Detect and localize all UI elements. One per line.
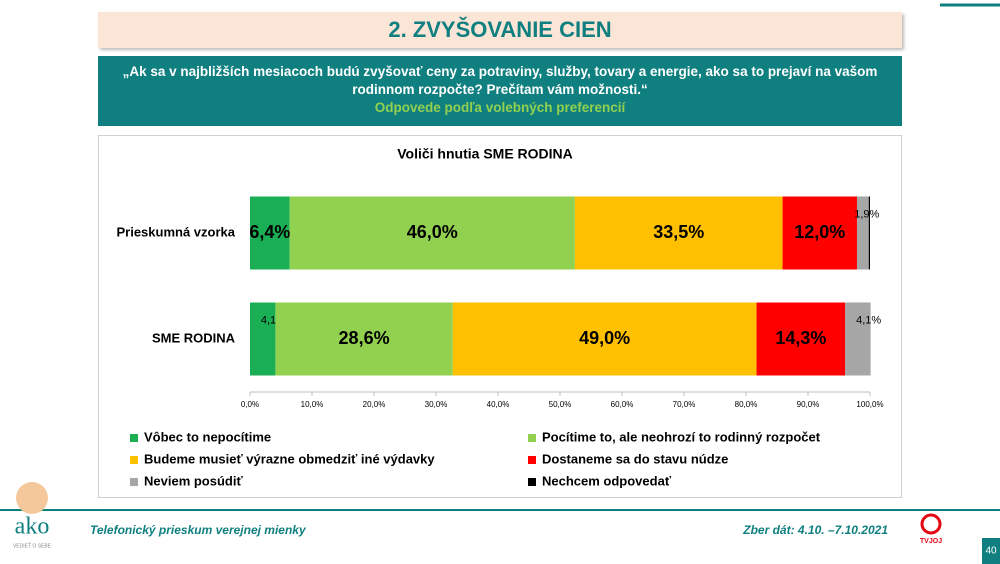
x-tick-label: 50,0% — [549, 400, 572, 409]
page-box — [982, 538, 1000, 564]
legend-swatch — [528, 434, 536, 442]
legend-label: Nechcem odpovedať — [542, 473, 672, 488]
x-tick-label: 10,0% — [301, 400, 324, 409]
bar-segment — [574, 196, 783, 270]
value-label: 1,9% — [854, 208, 879, 220]
bar-segment — [250, 196, 290, 270]
legend-swatch — [130, 434, 138, 442]
legend-label: Pocítime to, ale neohrozí to rodinný roz… — [542, 429, 821, 444]
bar-segment — [782, 196, 857, 270]
bar-segment — [756, 302, 846, 376]
logo-head — [16, 482, 48, 514]
x-tick-label: 60,0% — [611, 400, 634, 409]
question: „Ak sa v najbližších mesiacoch budú zvyš… — [122, 64, 878, 97]
bar-segment — [275, 302, 453, 376]
logo-tagline: VEDIEŤ O SEBE — [13, 541, 52, 549]
y-tick-label: Prieskumná vzorka — [116, 224, 235, 239]
bar-segment — [868, 196, 870, 270]
x-tick-label: 20,0% — [363, 400, 386, 409]
x-tick-label: 70,0% — [673, 400, 696, 409]
legend-swatch — [130, 478, 138, 486]
footer-left: Telefonický prieskum verejnej mienky — [90, 523, 307, 537]
chart-title: Voliči hnutia SME RODINA — [397, 146, 573, 162]
footer-right: Zber dát: 4.10. –7.10.2021 — [742, 523, 888, 537]
legend-label: Neviem posúdiť — [144, 473, 243, 488]
tv-logo: TVJOJ — [920, 538, 942, 545]
logo: ako — [15, 514, 50, 540]
value-label: 4,1% — [856, 314, 881, 326]
value-label: 28,6% — [339, 328, 390, 348]
x-tick-label: 40,0% — [487, 400, 510, 409]
value-label: 46,0% — [407, 222, 458, 242]
x-tick-label: 30,0% — [425, 400, 448, 409]
value-label: 14,3% — [775, 328, 826, 348]
question-box: „Ak sa v najbližších mesiacoch budú zvyš… — [98, 56, 902, 126]
tv-logo-mark — [920, 513, 942, 535]
x-tick-label: 0,0% — [241, 400, 259, 409]
x-tick-label: 90,0% — [797, 400, 820, 409]
page-number: 40 — [985, 546, 997, 557]
legend-swatch — [528, 478, 536, 486]
bar-segment — [845, 302, 871, 376]
value-label: 6,4% — [249, 222, 290, 242]
x-tick-label: 80,0% — [735, 400, 758, 409]
legend-label: Dostaneme sa do stavu núdze — [542, 451, 728, 466]
slide-title: 2. ZVYŠOVANIE CIEN — [98, 12, 902, 48]
subtitle: Odpovede podľa volebných preferencií — [374, 100, 626, 115]
legend-label: Vôbec to nepocítime — [144, 429, 271, 444]
value-label: 49,0% — [579, 328, 630, 348]
bar-segment — [452, 302, 757, 376]
legend-swatch — [130, 456, 138, 464]
value-label: 12,0% — [794, 222, 845, 242]
y-tick-label: SME RODINA — [152, 330, 236, 345]
legend-swatch — [528, 456, 536, 464]
bar-segment — [250, 302, 276, 376]
bar-segment — [289, 196, 575, 270]
legend-label: Budeme musieť výrazne obmedziť iné výdav… — [144, 451, 435, 466]
x-tick-label: 100,0% — [856, 400, 883, 409]
value-label: 33,5% — [653, 222, 704, 242]
bar-segment — [856, 196, 869, 270]
